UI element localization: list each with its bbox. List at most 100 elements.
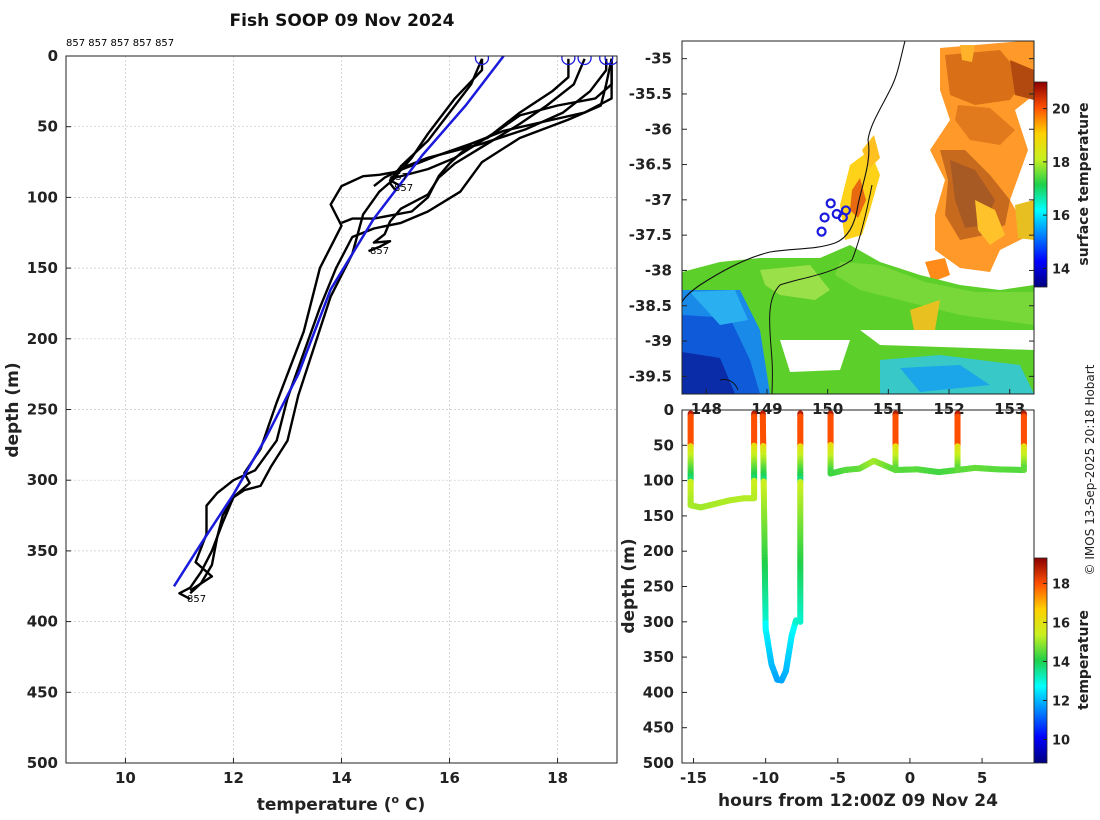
map-y-tick-label: -35.5 — [629, 85, 672, 103]
chart-title: Fish SOOP 09 Nov 2024 — [230, 11, 455, 31]
x-tick-label: 10 — [115, 769, 136, 787]
section-axes-frame — [681, 409, 1035, 764]
profile-line — [189, 58, 613, 595]
map-y-tick-label: -39.5 — [629, 367, 672, 385]
map-y-tick-label: -37 — [645, 191, 672, 209]
map-x-tick-label: 148 — [691, 400, 722, 418]
profile-id-label: 857 — [370, 246, 389, 257]
left-axis-ticks: 10 12 14 16 18 0 50 100 150 200 250 300 350 400 450 500 — [27, 47, 568, 787]
profile-line — [341, 58, 613, 225]
section-y-tick-label: 0 — [664, 401, 674, 419]
map-y-tick-label: -37.5 — [629, 226, 672, 244]
x-label-prefix: temperature ( — [257, 795, 392, 815]
section-y-tick-label: 350 — [643, 648, 674, 666]
map-x-tick-label: 151 — [873, 400, 904, 418]
temperature-colorbar-tick-label: 14 — [1052, 655, 1070, 670]
y-tick-label: 450 — [27, 683, 58, 701]
imos-credit: © IMOS 13-Sep-2025 20:18 Hobart — [1083, 364, 1097, 575]
left-x-axis-label: temperature (o C) — [257, 793, 426, 815]
sst-colorbar-ticks: 14 16 18 20 — [1043, 103, 1070, 277]
temperature-colorbar-ticks: 10 12 14 16 18 — [1043, 577, 1070, 749]
section-y-tick-label: 250 — [643, 578, 674, 596]
profile-id-label: 857 — [389, 172, 408, 183]
temperature-colorbar-tick-label: 12 — [1052, 695, 1070, 710]
x-tick-label: 16 — [439, 769, 460, 787]
temperature-colorbar-tick-label: 10 — [1052, 734, 1070, 749]
temperature-colorbar-tick-label: 18 — [1052, 577, 1070, 592]
station-marker — [837, 212, 848, 223]
climatology-line — [172, 56, 505, 587]
section-x-tick-label: -10 — [752, 769, 779, 787]
map-y-tick-label: -38 — [645, 261, 672, 279]
left-y-axis-label: depth (m) — [3, 362, 23, 457]
y-tick-label: 300 — [27, 471, 58, 489]
section-x-axis-label: hours from 12:00Z 09 Nov 24 — [718, 791, 998, 811]
section-y-tick-label: 200 — [643, 542, 674, 560]
x-tick-label: 12 — [223, 769, 244, 787]
section-y-axis-label: depth (m) — [619, 538, 639, 633]
station-marker — [816, 226, 827, 237]
y-tick-label: 100 — [27, 188, 58, 206]
surface-marker — [599, 56, 614, 66]
profile-line — [178, 58, 570, 601]
profile-lines — [178, 58, 613, 601]
y-tick-label: 150 — [27, 259, 58, 277]
section-y-tick-label: 300 — [643, 613, 674, 631]
sst-colorbar-tick-label: 20 — [1052, 103, 1070, 118]
degree-superscript: o — [392, 793, 400, 806]
y-tick-label: 0 — [48, 47, 58, 65]
surface-marker — [561, 56, 576, 66]
profile-id-labels: 857 857 857 857 — [187, 172, 413, 605]
y-tick-label: 350 — [27, 542, 58, 560]
map-y-tick-label: -39 — [645, 332, 672, 350]
sst-colorbar-label: surface temperature — [1076, 102, 1092, 265]
sst-map — [682, 41, 1034, 394]
x-tick-label: 18 — [547, 769, 568, 787]
map-y-tick-label: -38.5 — [629, 297, 672, 315]
y-tick-label: 500 — [27, 754, 58, 772]
sst-colorbar — [1033, 81, 1048, 288]
profile-id-label: 857 — [187, 594, 206, 605]
temperature-colorbar-label: temperature — [1076, 610, 1092, 710]
section-y-tick-label: 150 — [643, 507, 674, 525]
map-axis-ticks: -35 -35.5 -36 -36.5 -37 -37.5 -38 -38.5 -39 -39.5… — [629, 50, 1034, 418]
station-marker — [819, 212, 830, 223]
surface-marker — [604, 56, 617, 66]
sst-colorbar-tick-label: 16 — [1052, 209, 1070, 224]
y-tick-label: 400 — [27, 613, 58, 631]
map-y-tick-label: -36.5 — [629, 156, 672, 174]
section-x-tick-label: -15 — [680, 769, 707, 787]
x-tick-label: 14 — [331, 769, 352, 787]
map-y-tick-label: -35 — [645, 50, 672, 68]
depth-time-casts — [687, 410, 1027, 684]
surface-markers — [474, 56, 617, 66]
x-label-suffix: C) — [399, 795, 425, 815]
station-markers — [816, 198, 851, 237]
profile-id-row: 857 857 857 857 857 — [66, 38, 174, 49]
section-y-tick-label: 500 — [643, 754, 674, 772]
temperature-colorbar-tick-label: 16 — [1052, 616, 1070, 631]
temperature-colorbar — [1033, 557, 1048, 764]
section-x-tick-label: 0 — [905, 769, 915, 787]
surface-marker — [577, 56, 592, 66]
surface-marker — [474, 56, 490, 66]
left-grid — [66, 55, 617, 764]
map-x-tick-label: 149 — [751, 400, 782, 418]
section-y-tick-label: 450 — [643, 719, 674, 737]
station-marker — [825, 198, 836, 209]
map-y-tick-label: -36 — [645, 120, 672, 138]
profile-id-label: 857 — [394, 183, 413, 194]
section-x-tick-label: 5 — [977, 769, 987, 787]
section-y-tick-label: 400 — [643, 683, 674, 701]
y-tick-label: 250 — [27, 401, 58, 419]
profile-line — [189, 58, 613, 592]
map-x-tick-label: 150 — [812, 400, 843, 418]
y-tick-label: 50 — [37, 118, 58, 136]
section-x-tick-label: -5 — [829, 769, 846, 787]
sst-colorbar-tick-label: 14 — [1052, 262, 1070, 277]
profile-line — [388, 58, 484, 188]
section-y-tick-label: 50 — [653, 436, 674, 454]
profile-line — [388, 58, 484, 192]
